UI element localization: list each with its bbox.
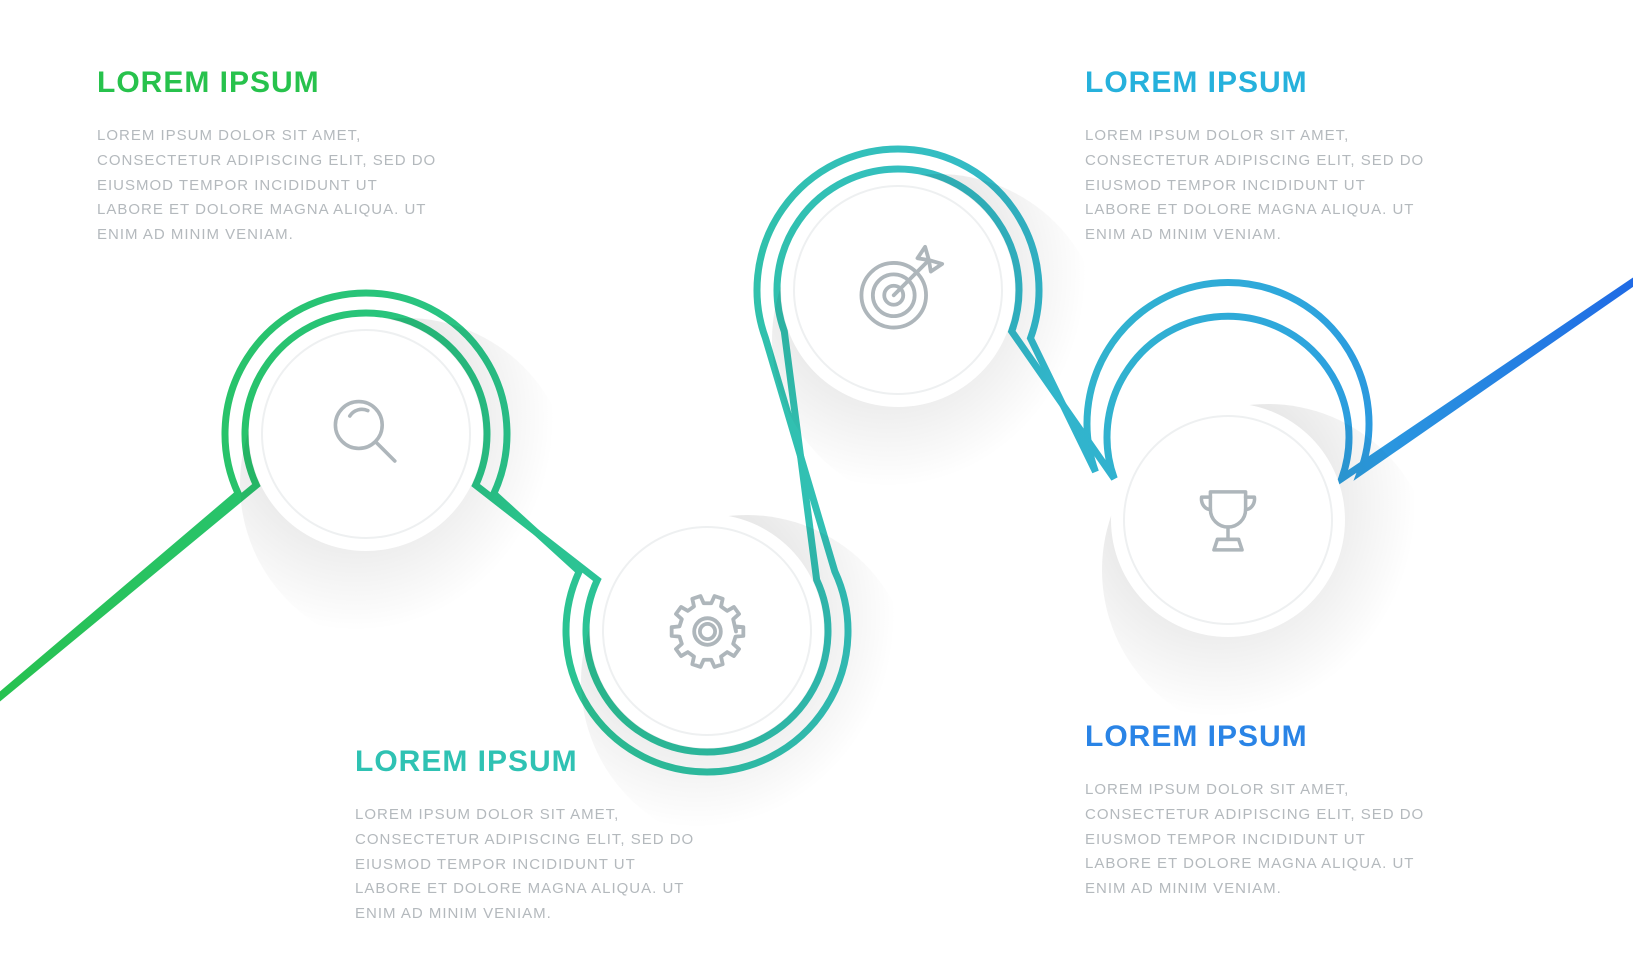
step-node (1111, 403, 1345, 637)
step-title: LOREM IPSUM (1085, 720, 1435, 754)
step-text-block: LOREM IPSUM LOREM IPSUM DOLOR SIT AMET, C… (355, 745, 705, 927)
step-node (590, 514, 824, 748)
step-text-block: LOREM IPSUM LOREM IPSUM DOLOR SIT AMET, C… (1085, 720, 1435, 902)
step-title: LOREM IPSUM (97, 66, 447, 100)
infographic-canvas: LOREM IPSUM LOREM IPSUM DOLOR SIT AMET, C… (0, 0, 1633, 980)
magnifier-icon (321, 389, 411, 479)
trophy-icon (1184, 476, 1272, 564)
step-title: LOREM IPSUM (355, 745, 705, 779)
step-body: LOREM IPSUM DOLOR SIT AMET, CONSECTETUR … (355, 803, 705, 927)
step-node (249, 317, 483, 551)
step-body: LOREM IPSUM DOLOR SIT AMET, CONSECTETUR … (97, 124, 447, 248)
step-node (781, 173, 1015, 407)
step-body: LOREM IPSUM DOLOR SIT AMET, CONSECTETUR … (1085, 778, 1435, 902)
target-icon (851, 243, 946, 338)
step-title: LOREM IPSUM (1085, 66, 1435, 100)
gear-icon (660, 584, 755, 679)
step-text-block: LOREM IPSUM LOREM IPSUM DOLOR SIT AMET, C… (97, 66, 447, 248)
step-body: LOREM IPSUM DOLOR SIT AMET, CONSECTETUR … (1085, 124, 1435, 248)
step-text-block: LOREM IPSUM LOREM IPSUM DOLOR SIT AMET, C… (1085, 66, 1435, 248)
